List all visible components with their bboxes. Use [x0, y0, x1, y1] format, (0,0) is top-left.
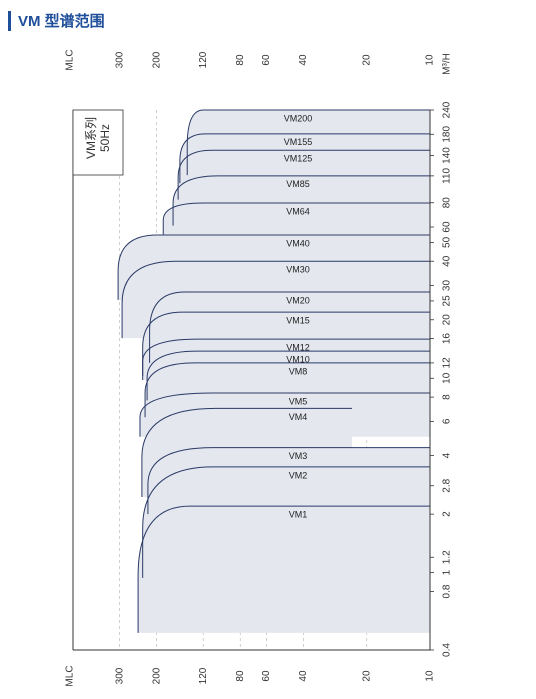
series-label: VM30 — [286, 265, 310, 275]
series-label: VM20 — [286, 295, 310, 305]
y-tick-label: 16 — [442, 333, 453, 345]
range-outline — [137, 505, 430, 633]
y-tick-label: 140 — [442, 147, 453, 164]
legend-frequency: 50Hz — [98, 124, 112, 152]
range-outline — [117, 234, 430, 300]
y-tick-label: 2.8 — [442, 478, 453, 492]
range-outline — [121, 260, 430, 339]
series-label: VM12 — [286, 343, 310, 353]
range-area — [118, 234, 430, 300]
range-outline — [147, 447, 430, 515]
title-bar — [8, 11, 11, 31]
y-tick-label: 40 — [442, 255, 453, 267]
x-tick-label: 200 — [151, 51, 162, 68]
y-tick-label: 50 — [442, 236, 453, 248]
y-tick-label: 240 — [442, 101, 453, 118]
y-axis-label: M³/H — [442, 53, 453, 75]
x-tick-label: 10 — [425, 670, 436, 682]
x-tick-label: 80 — [235, 54, 246, 66]
y-tick-label: 4 — [442, 452, 453, 458]
y-tick-label: 0.4 — [442, 643, 453, 657]
range-outline — [139, 392, 430, 437]
x-tick-label: 80 — [235, 670, 246, 682]
y-tick-label: 12 — [442, 357, 453, 369]
series-label: VM2 — [289, 470, 308, 480]
y-tick-label: 10 — [442, 372, 453, 384]
x-tick-label: 120 — [198, 667, 209, 684]
range-outline — [177, 149, 430, 200]
series-label: VM3 — [289, 451, 308, 461]
series-label: VM1 — [289, 509, 308, 519]
x-axis-label: MLC — [65, 665, 76, 686]
legend-title: VM系列 — [84, 117, 98, 159]
x-tick-label: 60 — [261, 670, 272, 682]
y-tick-label: 0.8 — [442, 584, 453, 598]
x-tick-label: 300 — [114, 51, 125, 68]
series-label: VM64 — [286, 206, 310, 216]
y-tick-label: 25 — [442, 295, 453, 307]
page-title: VM 型谱范围 — [18, 12, 105, 30]
range-outline — [142, 466, 430, 578]
x-tick-label: 60 — [261, 54, 272, 66]
x-tick-label: 40 — [298, 670, 309, 682]
series-label: VM8 — [289, 366, 308, 376]
y-tick-label: 110 — [442, 167, 453, 183]
chart: 30030020020012012080806060404020201010ML… — [65, 49, 453, 686]
series-label: VM40 — [286, 238, 310, 248]
x-tick-label: 20 — [361, 54, 372, 66]
series-label: VM200 — [284, 113, 313, 123]
y-tick-label: 6 — [442, 418, 453, 424]
y-tick-label: 2 — [442, 511, 453, 517]
y-tick-label: 30 — [442, 280, 453, 292]
y-tick-label: 1 — [442, 569, 453, 575]
range-outline — [172, 175, 430, 226]
y-tick-label: 180 — [442, 126, 453, 143]
series-label: VM15 — [286, 315, 310, 325]
x-tick-label: 120 — [198, 51, 209, 68]
series-label: VM10 — [286, 354, 310, 364]
range-outline — [146, 350, 430, 401]
range-outline — [144, 362, 430, 418]
y-tick-label: 60 — [442, 221, 453, 233]
range-outline — [142, 311, 430, 376]
y-tick-label: 8 — [442, 394, 453, 400]
range-outline — [179, 133, 430, 184]
legend-box — [72, 109, 124, 176]
series-label: VM155 — [284, 137, 313, 147]
range-area — [187, 110, 430, 176]
y-tick-label: 1.2 — [442, 550, 453, 564]
x-axis-label: MLC — [65, 49, 76, 70]
series-label: VM4 — [289, 412, 308, 422]
x-tick-label: 20 — [361, 670, 372, 682]
y-tick-label: 20 — [442, 314, 453, 326]
range-outline — [141, 407, 353, 498]
series-label: VM85 — [286, 179, 310, 189]
y-tick-label: 80 — [442, 197, 453, 209]
x-tick-label: 300 — [114, 667, 125, 684]
x-tick-label: 10 — [425, 54, 436, 66]
x-tick-label: 40 — [298, 54, 309, 66]
range-outline — [149, 291, 430, 363]
series-label: VM5 — [289, 396, 308, 406]
range-outline — [186, 109, 430, 176]
x-tick-label: 200 — [151, 667, 162, 684]
series-label: VM125 — [284, 154, 313, 164]
